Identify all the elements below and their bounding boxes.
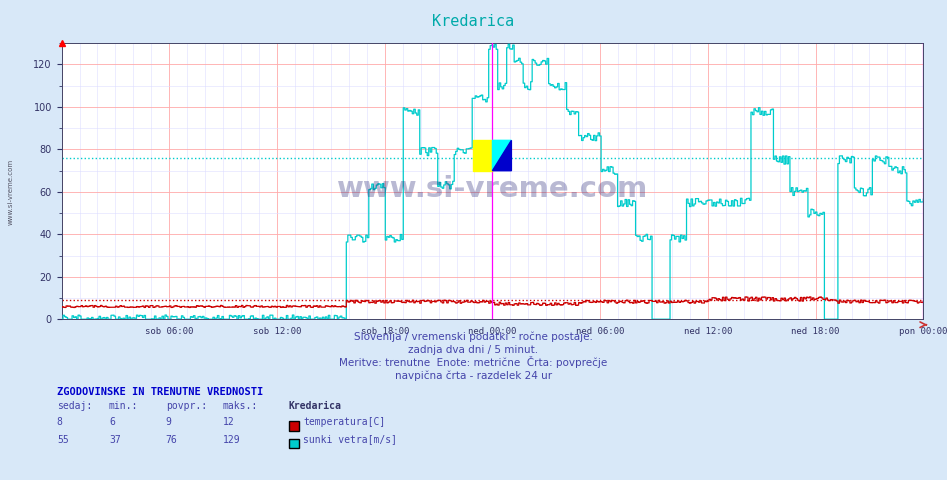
Text: povpr.:: povpr.: [166,401,206,411]
Text: 76: 76 [166,434,177,444]
Text: 37: 37 [109,434,120,444]
Text: ned 06:00: ned 06:00 [576,327,624,336]
Text: Slovenija / vremenski podatki - ročne postaje.: Slovenija / vremenski podatki - ročne po… [354,331,593,342]
Text: sob 12:00: sob 12:00 [253,327,301,336]
Text: sob 18:00: sob 18:00 [361,327,409,336]
Polygon shape [492,140,511,171]
Text: pon 00:00: pon 00:00 [899,327,947,336]
Text: maks.:: maks.: [223,401,258,411]
Text: ned 12:00: ned 12:00 [684,327,732,336]
Text: ZGODOVINSKE IN TRENUTNE VREDNOSTI: ZGODOVINSKE IN TRENUTNE VREDNOSTI [57,386,263,396]
Text: Kredarica: Kredarica [433,14,514,29]
Text: 9: 9 [166,417,171,427]
Text: 55: 55 [57,434,68,444]
Text: temperatura[C]: temperatura[C] [303,417,385,427]
Text: 6: 6 [109,417,115,427]
Text: www.si-vreme.com: www.si-vreme.com [8,159,13,225]
Text: www.si-vreme.com: www.si-vreme.com [337,176,648,204]
Text: Kredarica: Kredarica [289,401,342,411]
Text: min.:: min.: [109,401,138,411]
Text: sunki vetra[m/s]: sunki vetra[m/s] [303,434,397,444]
Text: zadnja dva dni / 5 minut.: zadnja dva dni / 5 minut. [408,345,539,355]
Text: 12: 12 [223,417,234,427]
Text: 129: 129 [223,434,241,444]
Text: ned 18:00: ned 18:00 [792,327,840,336]
Text: sedaj:: sedaj: [57,401,92,411]
Text: sob 06:00: sob 06:00 [145,327,193,336]
Bar [474,140,492,171]
Polygon shape [492,140,511,171]
Text: 8: 8 [57,417,63,427]
Text: navpična črta - razdelek 24 ur: navpična črta - razdelek 24 ur [395,370,552,381]
Text: ned 00:00: ned 00:00 [468,327,517,336]
Text: Meritve: trenutne  Enote: metrične  Črta: povprečje: Meritve: trenutne Enote: metrične Črta: … [339,356,608,368]
